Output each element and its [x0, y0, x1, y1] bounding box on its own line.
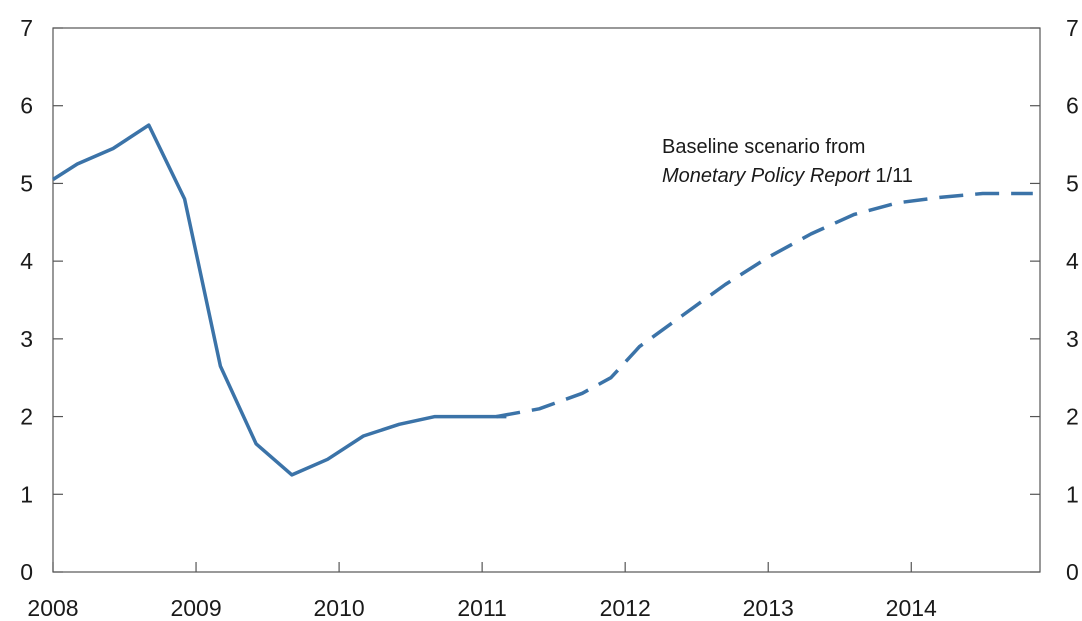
series-line-baseline-dashed — [496, 191, 1033, 419]
x-tick-label: 2008 — [27, 595, 78, 621]
y-tick-label-right: 1 — [1066, 481, 1079, 507]
x-tick-label: 2014 — [886, 595, 937, 621]
y-tick-label-right: 6 — [1066, 93, 1079, 119]
y-tick-label-right: 2 — [1066, 404, 1079, 430]
annotation-report-name: Monetary Policy Report — [662, 165, 871, 187]
annotation-report-number: 1/11 — [870, 165, 913, 187]
plot-frame — [52, 27, 1041, 573]
annotation-line2: Monetary Policy Report 1/11 — [662, 165, 913, 187]
y-tick-label-left: 3 — [20, 326, 33, 352]
y-tick-label-left: 7 — [20, 15, 33, 41]
y-tick-label-right: 4 — [1066, 248, 1079, 274]
annotation-line1: Baseline scenario from — [662, 136, 865, 158]
x-tick-label: 2009 — [170, 595, 221, 621]
x-tick-label: 2011 — [457, 595, 506, 621]
y-tick-label-left: 4 — [20, 248, 33, 274]
y-tick-label-left: 5 — [20, 170, 33, 196]
y-tick-label-right: 7 — [1066, 15, 1079, 41]
y-tick-label-right: 3 — [1066, 326, 1079, 352]
x-tick-label: 2010 — [314, 595, 365, 621]
series-line-actual — [52, 123, 507, 477]
x-tick-label: 2012 — [600, 595, 651, 621]
ticks-layer: 0 1 2 3 4 5 6 7 0 1 2 3 4 5 6 7 2008 2009 2010 2011 2012 2013… — [20, 15, 1079, 621]
y-tick-label-left: 0 — [20, 559, 33, 585]
y-tick-label-right: 5 — [1066, 170, 1079, 196]
y-tick-label-left: 2 — [20, 404, 33, 430]
y-tick-label-right: 0 — [1066, 559, 1079, 585]
y-tick-label-left: 1 — [20, 481, 33, 507]
x-tick-label: 2013 — [743, 595, 794, 621]
series-layer — [52, 123, 1033, 477]
y-tick-label-left: 6 — [20, 93, 33, 119]
